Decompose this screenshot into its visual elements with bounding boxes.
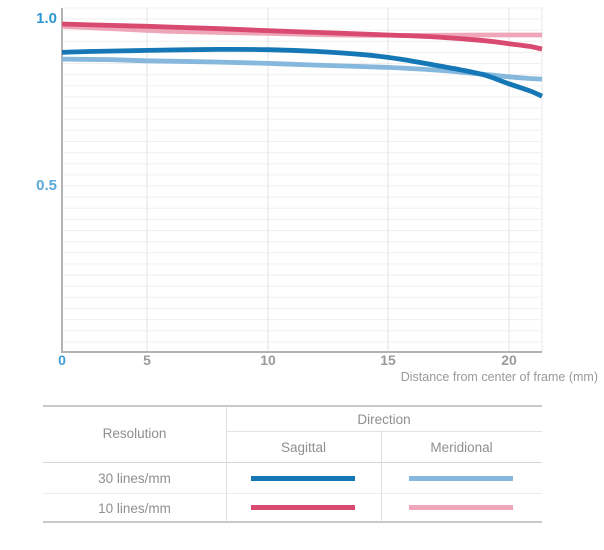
x-axis-title: Distance from center of frame (mm) <box>400 370 598 384</box>
table-border-top <box>43 405 542 407</box>
x-tick-label: 20 <box>501 352 517 368</box>
x-tick-label: 15 <box>380 352 396 368</box>
x-tick-label: 10 <box>260 352 276 368</box>
direction-underline <box>226 431 542 432</box>
column-divider-direction <box>381 431 382 521</box>
header-separator <box>43 462 542 463</box>
curve-30-meridional <box>61 56 543 82</box>
legend-swatch-10-sagittal <box>251 505 355 510</box>
column-divider-resolution <box>226 407 227 521</box>
row-separator <box>43 493 542 494</box>
direction-header: Direction <box>357 412 411 427</box>
table-border-bottom <box>43 521 542 523</box>
row-label-10-lines: 10 lines/mm <box>98 501 171 516</box>
x-tick-label: 5 <box>143 352 151 368</box>
row-label-30-lines: 30 lines/mm <box>98 471 171 486</box>
legend-swatch-30-meridional <box>409 476 513 481</box>
meridional-header: Meridional <box>430 440 493 455</box>
resolution-header: Resolution <box>102 426 167 441</box>
legend-swatch-10-meridional <box>409 505 513 510</box>
legend-swatch-30-sagittal <box>251 476 355 481</box>
y-tick-label: 0.5 <box>36 177 57 194</box>
mtf-plot <box>61 7 543 353</box>
y-tick-label: 1.0 <box>36 10 57 27</box>
legend-table: Direction Resolution Sagittal Meridional… <box>43 405 542 525</box>
sagittal-header: Sagittal <box>280 440 327 455</box>
curve-30-sagittal <box>61 46 543 99</box>
x-tick-label: 0 <box>58 352 66 368</box>
curve-10-sagittal <box>61 21 543 52</box>
